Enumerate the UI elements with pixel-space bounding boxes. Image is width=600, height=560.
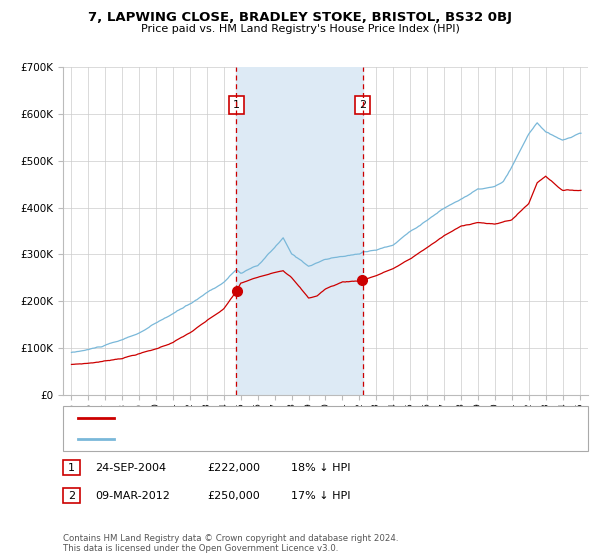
Text: Price paid vs. HM Land Registry's House Price Index (HPI): Price paid vs. HM Land Registry's House … bbox=[140, 24, 460, 34]
Bar bbox=[236, 67, 362, 395]
Text: £250,000: £250,000 bbox=[207, 491, 260, 501]
Text: £222,000: £222,000 bbox=[207, 463, 260, 473]
Text: 17% ↓ HPI: 17% ↓ HPI bbox=[291, 491, 350, 501]
Text: 09-MAR-2012: 09-MAR-2012 bbox=[95, 491, 170, 501]
Text: 1: 1 bbox=[233, 100, 240, 110]
Text: 7, LAPWING CLOSE, BRADLEY STOKE, BRISTOL, BS32 0BJ: 7, LAPWING CLOSE, BRADLEY STOKE, BRISTOL… bbox=[88, 11, 512, 24]
Text: 2: 2 bbox=[359, 100, 366, 110]
Text: Contains HM Land Registry data © Crown copyright and database right 2024.
This d: Contains HM Land Registry data © Crown c… bbox=[63, 534, 398, 553]
Text: 2: 2 bbox=[68, 491, 75, 501]
Text: 18% ↓ HPI: 18% ↓ HPI bbox=[291, 463, 350, 473]
Text: 7, LAPWING CLOSE, BRADLEY STOKE, BRISTOL, BS32 0BJ (detached house): 7, LAPWING CLOSE, BRADLEY STOKE, BRISTOL… bbox=[120, 413, 487, 423]
Text: 24-SEP-2004: 24-SEP-2004 bbox=[95, 463, 166, 473]
Text: 1: 1 bbox=[68, 463, 75, 473]
Text: HPI: Average price, detached house, South Gloucestershire: HPI: Average price, detached house, Sout… bbox=[120, 433, 409, 444]
